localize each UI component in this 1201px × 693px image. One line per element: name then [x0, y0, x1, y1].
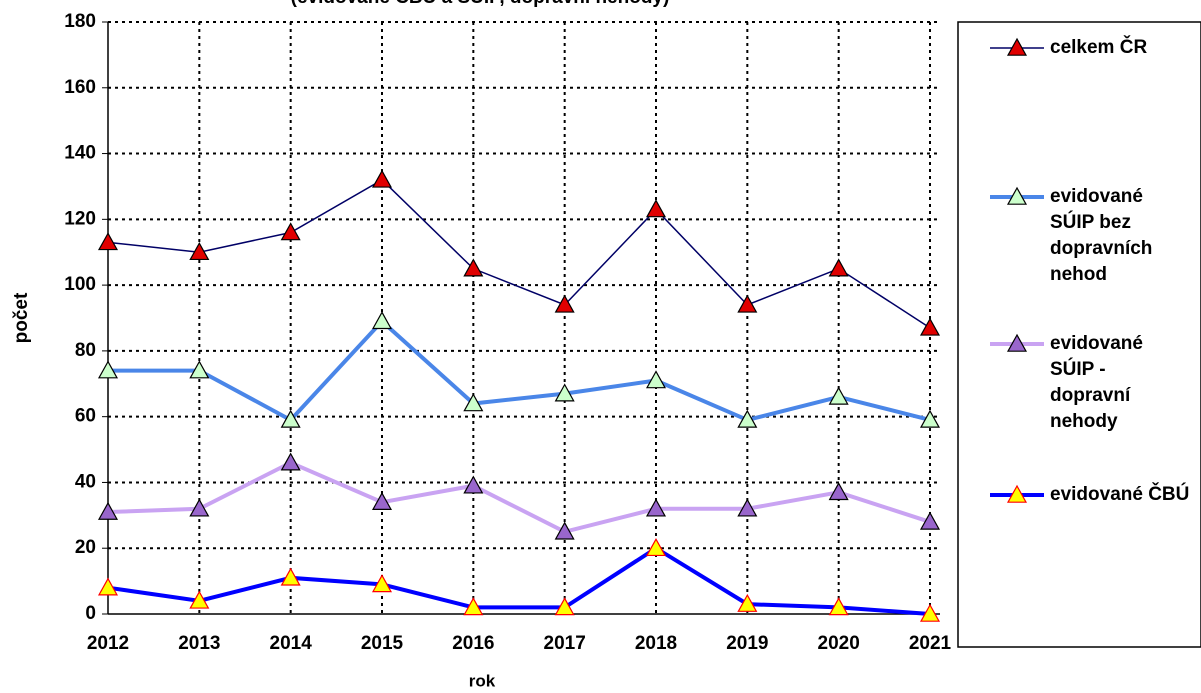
marker — [737, 498, 758, 517]
legend-box — [957, 21, 1201, 648]
marker — [97, 360, 119, 379]
marker — [554, 383, 575, 402]
marker — [554, 597, 575, 616]
marker — [828, 386, 849, 405]
marker — [645, 370, 667, 389]
legend-label: evidované SÚIP bez dopravních nehod — [1050, 186, 1153, 285]
marker — [280, 567, 301, 586]
legend-marker — [1006, 186, 1028, 205]
marker — [97, 501, 119, 520]
y-tick-label: 180 — [64, 11, 96, 32]
marker — [737, 409, 758, 428]
y-tick-label: 120 — [64, 208, 96, 229]
marker — [919, 409, 941, 428]
marker — [919, 603, 941, 622]
marker — [189, 498, 210, 517]
marker — [463, 475, 484, 494]
marker — [645, 199, 667, 218]
series-line — [107, 545, 931, 616]
y-tick-label: 0 — [85, 603, 96, 624]
series-line — [107, 178, 931, 329]
x-tick-label: 2014 — [270, 633, 313, 654]
y-tick-label: 20 — [75, 537, 96, 558]
marker — [280, 452, 301, 471]
x-axis-label: rok — [469, 671, 496, 690]
marker — [645, 537, 667, 557]
x-tick-label: 2015 — [361, 633, 404, 654]
marker — [97, 232, 119, 251]
marker — [463, 258, 484, 277]
x-tick-label: 2016 — [452, 633, 494, 654]
legend-label: celkem ČR — [1050, 37, 1148, 58]
legend-marker — [1006, 333, 1028, 352]
marker — [189, 590, 210, 609]
marker — [645, 498, 667, 517]
marker — [189, 241, 210, 261]
x-tick-label: 2018 — [635, 633, 677, 654]
marker — [554, 521, 575, 540]
y-tick-label: 60 — [75, 406, 96, 427]
y-tick-label: 80 — [75, 340, 96, 361]
legend-label: evidované ČBÚ — [1050, 484, 1190, 505]
marker — [280, 409, 301, 428]
y-tick-label: 140 — [64, 143, 96, 164]
marker — [828, 597, 849, 616]
y-tick-label: 100 — [64, 274, 96, 295]
marker — [463, 597, 484, 616]
marker — [371, 311, 393, 330]
series-line — [108, 318, 931, 423]
marker — [189, 360, 210, 379]
x-tick-label: 2020 — [818, 633, 860, 654]
marker — [919, 511, 941, 530]
marker — [919, 317, 941, 336]
x-tick-label: 2021 — [909, 633, 952, 654]
marker — [463, 393, 484, 412]
marker — [371, 169, 393, 188]
marker — [371, 491, 393, 510]
marker — [280, 222, 301, 241]
marker — [97, 577, 119, 596]
x-tick-label: 2013 — [178, 633, 220, 654]
legend-marker — [1006, 37, 1028, 56]
legend-label: evidované SÚIP - dopravní nehody — [1050, 333, 1143, 432]
marker — [737, 593, 758, 612]
legend-marker — [1006, 484, 1028, 503]
marker — [828, 482, 849, 501]
y-tick-label: 40 — [75, 471, 96, 492]
x-tick-label: 2012 — [87, 633, 129, 654]
marker — [828, 258, 849, 277]
y-axis-label: počet — [11, 292, 32, 343]
y-tick-label: 160 — [64, 77, 96, 98]
x-tick-label: 2017 — [544, 633, 586, 654]
marker — [371, 574, 393, 593]
series-line — [107, 460, 931, 534]
marker — [554, 294, 575, 313]
chart-subtitle: (evidované ČBÚ a SÚIP, dopravní nehody) — [291, 0, 670, 8]
x-tick-label: 2019 — [726, 633, 768, 654]
marker — [737, 294, 758, 313]
